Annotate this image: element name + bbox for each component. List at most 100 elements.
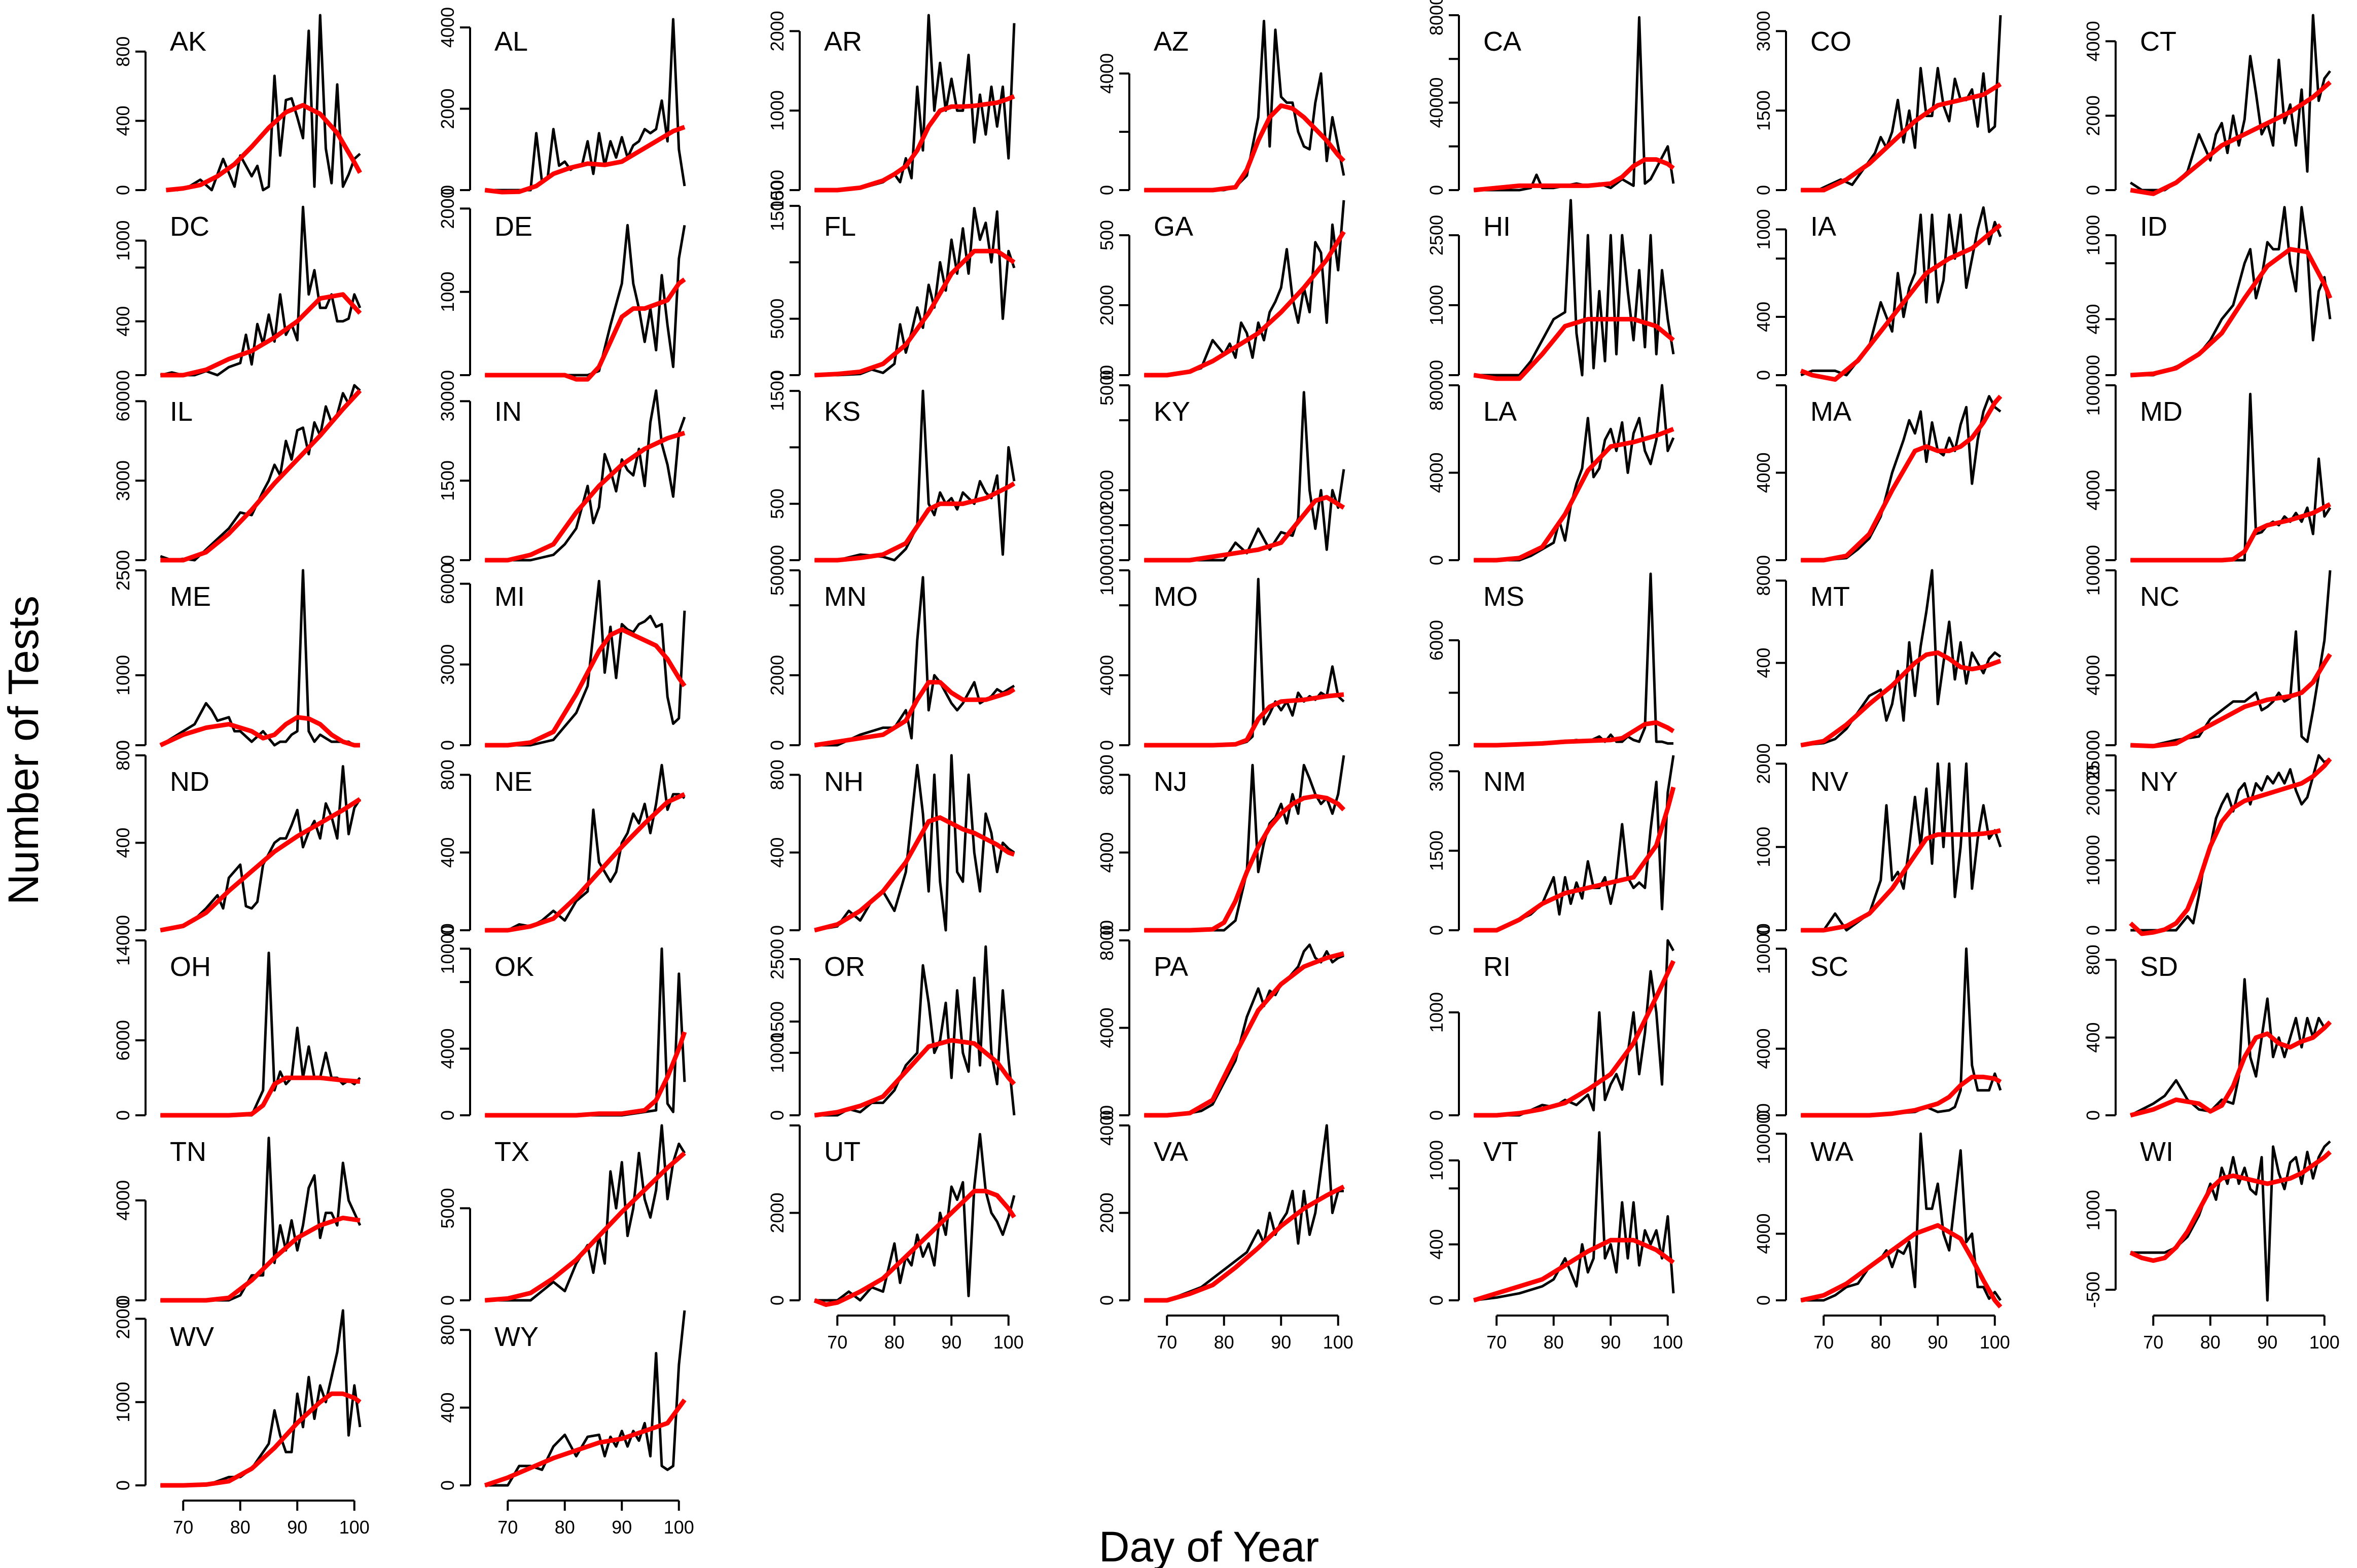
y-tick-label: 800 [437,759,458,790]
y-tick-label: 0 [1426,1110,1447,1120]
y-tick-label: 2000 [767,655,788,696]
x-tick-label: 70 [1486,1332,1507,1353]
panel-nc: 0 4000 10000 NC [2083,545,2332,750]
y-tick-label: 0 [1753,370,1774,380]
y-tick-label: 800 [767,759,788,790]
x-tick-label: 100 [2309,1332,2340,1353]
y-tick-label: 2000 [437,188,458,229]
smoothed-trend-line [485,792,686,933]
y-tick-label: 6000 [113,381,133,421]
panel-sd: 0 400 800 SD [2083,944,2332,1120]
panel-state-label: ND [170,767,209,797]
smoothed-trend-line [2130,247,2333,378]
y-tick-label: 3000 [437,381,458,421]
smoothed-trend-line [160,292,362,378]
x-tick-label: 90 [2257,1332,2277,1353]
smoothed-trend-line [2130,1020,2332,1118]
smoothed-trend-line [2129,757,2332,936]
panel-state-label: OK [494,952,534,982]
panel-state-label: AL [494,26,528,57]
y-tick-label: 8000 [1426,0,1447,35]
smoothed-trend-line [1144,103,1346,193]
x-tick-label: 100 [664,1517,694,1538]
x-tick-label: 90 [287,1517,307,1538]
y-tick-label: 1000 [2083,215,2103,256]
smoothed-trend-line [814,481,1016,563]
panel-nd: 0 400 800 ND [113,740,362,935]
smoothed-trend-line [1800,650,2002,748]
panel-state-label: KS [824,396,861,427]
y-tick-label: 3000 [437,644,458,685]
y-tick-label: 400 [767,837,788,868]
smoothed-trend-line [1800,1223,2003,1309]
y-tick-label: 1000 [113,221,133,261]
y-tick-label: 0 [1753,185,1774,195]
panel-state-label: DE [494,211,532,242]
panel-state-label: RI [1483,952,1511,982]
panel-wv: 0 1000 2000 WV 70 80 90 100 [113,1298,370,1538]
y-tick-label: 3000 [1753,11,1774,51]
x-tick-label: 70 [1157,1332,1177,1353]
panel-dc: 0 400 1000 DC [113,205,362,380]
y-tick-label: 400 [1753,648,1774,678]
panel-co: 0 1500 3000 CO [1753,11,2002,195]
smoothed-trend-line [160,389,362,563]
observed-tests-line [814,1133,1016,1302]
y-tick-label: 0 [437,925,458,935]
smoothed-trend-line [1144,230,1346,378]
y-tick-label: 2000 [767,1192,788,1233]
observed-tests-line [1144,755,1345,932]
y-tick-label: 10000 [1753,923,1774,974]
smoothed-trend-line [1144,692,1344,748]
smoothed-trend-line [1144,495,1345,563]
observed-tests-line [160,765,362,932]
y-tick-label: 1000 [437,272,458,312]
y-tick-label: 1000 [113,655,133,696]
smoothed-trend-line [1801,1074,2002,1118]
y-tick-label: 80000 [1426,360,1447,411]
panel-wy: 0 400 800 WY 70 80 90 100 [437,1310,694,1538]
y-tick-label: 0 [767,370,788,380]
panel-state-label: NJ [1154,767,1187,797]
y-tick-label: 10000 [2083,545,2103,596]
panel-ut: 0 2000 UT 70 80 90 100 [767,1124,1024,1353]
smoothed-trend-line [160,797,362,933]
y-tick-label: 0 [113,925,133,935]
y-tick-label: 0 [437,1480,458,1490]
panel-state-label: TN [170,1137,206,1167]
panel-state-label: GA [1154,211,1193,242]
panel-state-label: PA [1154,952,1188,982]
y-tick-label: 6000 [113,1020,133,1061]
y-tick-label: 1500 [437,460,458,501]
y-tick-label: 1500 [1426,830,1447,871]
smoothed-trend-line [814,1038,1016,1118]
observed-tests-line [485,1124,686,1302]
smoothed-trend-line [1474,427,1674,563]
y-tick-label: 4000 [437,7,458,48]
panel-state-label: OR [824,952,865,982]
y-tick-label: 1000 [113,1382,133,1423]
panel-state-label: MN [824,581,867,612]
smoothed-trend-line [2130,80,2332,196]
observed-tests-line [485,579,686,747]
y-tick-label: 800 [437,1315,458,1345]
y-tick-label: 10000 [2083,835,2103,886]
y-tick-label: 4000 [1096,1105,1117,1146]
panel-az: 0 4000 AZ [1096,20,1346,195]
panel-state-label: ME [170,581,211,612]
y-tick-label: 1000 [1426,1140,1447,1181]
y-tick-label: 1500 [767,1001,788,1042]
smoothed-trend-line [814,94,1015,193]
panel-state-label: IL [170,396,193,427]
panel-ms: 6000 MS [1426,572,1675,748]
y-tick-label: 14000 [113,915,133,966]
y-tick-label: 400 [1753,302,1774,332]
x-tick-label: 90 [1600,1332,1621,1353]
y-tick-label: 2000 [113,1298,133,1339]
y-tick-label: 0 [113,1295,133,1305]
panel-state-label: KY [1154,396,1190,427]
y-tick-label: 800 [113,37,133,67]
observed-tests-line [1474,199,1675,377]
